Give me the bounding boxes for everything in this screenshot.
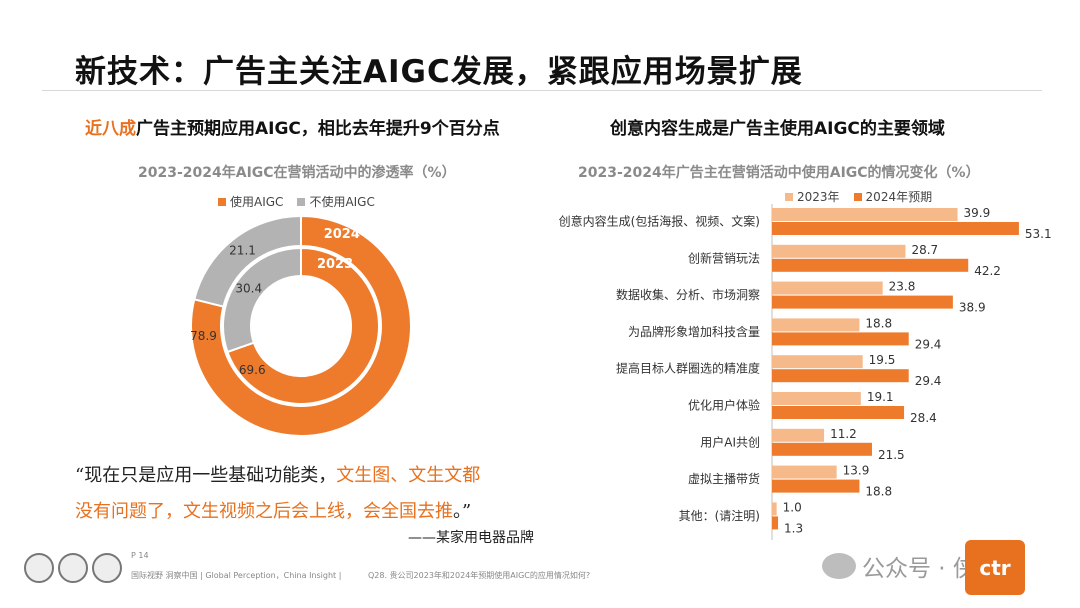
bar-value-label: 1.0	[783, 500, 802, 514]
bar	[772, 332, 909, 346]
legend-item-2024: 2024年预期	[853, 188, 933, 205]
legend-label-2023: 2023年	[797, 190, 840, 204]
wechat-icon	[822, 553, 856, 579]
bar	[772, 244, 906, 258]
donut-chart-title: 2023-2024年AIGC在营销活动中的渗透率（%）	[138, 165, 456, 181]
bar-value-label: 11.2	[830, 427, 857, 441]
bar-value-label: 21.5	[878, 448, 905, 462]
bar	[772, 295, 953, 309]
quote-attribution: ——某家用电器品牌	[408, 530, 534, 546]
page-title: 新技术：广告主关注AIGC发展，紧跟应用场景扩展	[75, 54, 803, 90]
bar-value-label: 1.3	[784, 521, 803, 535]
bar-value-label: 29.4	[915, 337, 942, 351]
quote-line-2: 没有问题了，文生视频之后会上线，会全国去推。”	[75, 501, 472, 522]
legend-item-use: 使用AIGC	[218, 193, 283, 210]
donut-value-label: 30.4	[235, 282, 262, 296]
donut-value-label: 21.1	[229, 244, 256, 258]
bar	[772, 502, 777, 516]
bar-value-label: 42.2	[974, 264, 1001, 278]
bar-value-label: 19.1	[867, 390, 894, 404]
bar-category-label: 提高目标人群圈选的精准度	[616, 361, 760, 376]
bar	[772, 465, 837, 479]
footer-question: Q28. 贵公司2023年和2024年预期使用AIGC的应用情况如何?	[368, 571, 591, 580]
left-subtitle: 近八成广告主预期应用AIGC，相比去年提升9个百分点	[85, 114, 500, 139]
certification-logos	[24, 553, 122, 583]
bar	[772, 442, 872, 456]
bar-category-label: 为品牌形象增加科技含量	[628, 324, 760, 339]
bar-value-label: 39.9	[964, 206, 991, 220]
bar	[772, 406, 905, 419]
left-subtitle-highlight: 近八成	[85, 119, 136, 139]
donut-value-label: 69.6	[239, 363, 266, 377]
legend-item-not-use: 不使用AIGC	[297, 193, 375, 210]
donut-slice	[190, 215, 412, 437]
legend-label-not-use: 不使用AIGC	[309, 195, 375, 209]
quote: “现在只是应用一些基础功能类，文生图、文生文都 没有问题了，文生视频之后会上线，…	[75, 458, 555, 530]
bar-value-label: 23.8	[889, 280, 916, 294]
bar	[772, 281, 883, 295]
bar-category-label: 创新营销玩法	[688, 250, 760, 265]
bar	[772, 258, 969, 272]
donut-ring-label: 2023	[317, 257, 353, 272]
bar	[772, 222, 1019, 235]
bar-value-label: 18.8	[865, 316, 892, 330]
donut-chart: 78.9 21.1 2024 69.6 30.4 2023	[190, 215, 412, 437]
quote-line-1: “现在只是应用一些基础功能类，文生图、文生文都	[75, 465, 481, 486]
bar	[772, 208, 958, 221]
bar	[772, 516, 779, 530]
sgs-logo-icon	[58, 553, 88, 583]
bar-value-label: 29.4	[915, 374, 942, 388]
bar-value-label: 13.9	[843, 464, 870, 478]
bar-value-label: 28.7	[911, 243, 938, 257]
donut-slice	[222, 246, 302, 354]
bar	[772, 318, 860, 332]
bar-value-label: 18.8	[865, 485, 892, 499]
bar-category-label: 创意内容生成(包括海报、视频、文案)	[559, 214, 760, 229]
legend-label-use: 使用AIGC	[230, 195, 284, 209]
right-subtitle: 创意内容生成是广告主使用AIGC的主要领域	[610, 119, 945, 139]
bar-value-label: 28.4	[910, 411, 937, 425]
ctr-logo: ctr	[965, 540, 1025, 595]
bar	[772, 479, 860, 493]
sgs-logo-icon	[92, 553, 122, 583]
donut-ring-label: 2024	[324, 227, 360, 242]
bar	[772, 355, 863, 369]
bar-chart: 创意内容生成(包括海报、视频、文案) 39.9 53.1 创新营销玩法 28.7 42.2…	[559, 204, 1052, 540]
bar-category-label: 用户AI共创	[700, 434, 760, 449]
bar-category-label: 优化用户体验	[688, 398, 760, 413]
bar-category-label: 数据收集、分析、市场洞察	[616, 287, 760, 302]
legend-item-2023: 2023年	[785, 188, 840, 205]
left-subtitle-text: 广告主预期应用AIGC，相比去年提升9个百分点	[136, 119, 500, 139]
bar-category-label: 虚拟主播带货	[688, 471, 760, 486]
legend-label-2024: 2024年预期	[865, 190, 933, 204]
sgs-logo-icon	[24, 553, 54, 583]
footer-tagline: 国际视野 洞察中国 | Global Perception，China Insi…	[131, 571, 342, 580]
title-divider	[42, 90, 1042, 91]
donut-slice	[226, 246, 380, 405]
bar	[772, 369, 909, 383]
bar-category-label: 其他：(请注明)	[679, 508, 760, 523]
bar	[772, 392, 861, 405]
donut-value-label: 78.9	[190, 329, 217, 343]
bar-value-label: 53.1	[1025, 227, 1052, 241]
bar-legend: 2023年 2024年预期	[785, 188, 932, 205]
bar-value-label: 19.5	[869, 353, 896, 367]
bar	[772, 428, 825, 442]
donut-legend: 使用AIGC 不使用AIGC	[218, 193, 375, 210]
bar-chart-title: 2023-2024年广告主在营销活动中使用AIGC的情况变化（%）	[578, 165, 980, 181]
bar-value-label: 38.9	[959, 301, 986, 315]
page-number: P 14	[131, 551, 149, 560]
donut-slice	[193, 215, 302, 308]
